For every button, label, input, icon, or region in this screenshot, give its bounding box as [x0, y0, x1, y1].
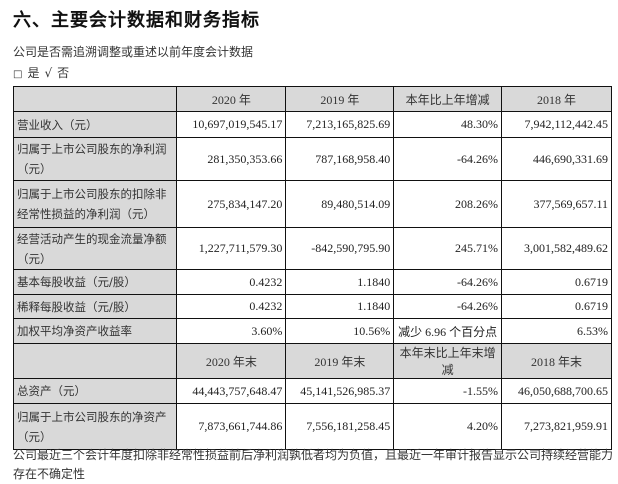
table-row: 归属于上市公司股东的净利润（元） 281,350,353.66 787,168,…: [12, 137, 612, 181]
row-label: 归属于上市公司股东的扣除非经常性损益的净利润（元）: [12, 180, 178, 228]
row-label: 稀释每股收益（元/股）: [12, 294, 178, 319]
cell-2019: 45,141,526,985.37: [285, 378, 395, 404]
option-no: 否: [57, 66, 70, 80]
cell-2020: 1,227,711,579.30: [176, 227, 287, 270]
row-label: 归属于上市公司股东的净资产（元）: [12, 403, 178, 450]
checkmark-icon: √: [44, 66, 53, 80]
cell-2020: 0.4232: [176, 269, 287, 295]
row-label: 经营活动产生的现金流量净额（元）: [12, 227, 178, 270]
restatement-choice: □ 是 √ 否: [13, 64, 74, 81]
header-cell: 本年比上年增减: [393, 86, 503, 112]
cell-2019: 10.56%: [285, 318, 395, 344]
cell-2019: 1.1840: [285, 269, 395, 295]
header-cell: 2018 年末: [501, 343, 612, 379]
cell-2020: 3.60%: [176, 318, 287, 344]
row-label: 加权平均净资产收益率: [12, 318, 178, 344]
cell-change: -1.55%: [393, 378, 503, 404]
cell-change: 245.71%: [393, 227, 503, 270]
row-label: 基本每股收益（元/股）: [12, 269, 178, 295]
header-cell: [12, 343, 178, 379]
option-yes: 是: [27, 66, 40, 80]
cell-2020: 44,443,757,648.47: [176, 378, 287, 404]
row-label: 归属于上市公司股东的净利润（元）: [12, 137, 178, 181]
row-label: 总资产（元）: [12, 378, 178, 404]
cell-2018: 7,942,112,442.45: [501, 111, 612, 138]
cell-2019: 7,213,165,825.69: [285, 111, 395, 138]
cell-2018: 446,690,331.69: [501, 137, 612, 181]
cell-2018: 0.6719: [501, 294, 612, 319]
table-header-2: 2020 年末 2019 年末 本年末比上年末增减 2018 年末: [12, 343, 612, 379]
row-label: 营业收入（元）: [12, 111, 178, 138]
cell-2020: 7,873,661,744.86: [176, 403, 287, 450]
header-cell: 2019 年末: [285, 343, 395, 379]
table-row: 稀释每股收益（元/股） 0.4232 1.1840 -64.26% 0.6719: [12, 294, 612, 319]
table-header: 2020 年 2019 年 本年比上年增减 2018 年: [12, 86, 612, 112]
cell-2018: 377,569,657.11: [501, 180, 612, 228]
table-row: 经营活动产生的现金流量净额（元） 1,227,711,579.30 -842,5…: [12, 227, 612, 270]
table-row: 基本每股收益（元/股） 0.4232 1.1840 -64.26% 0.6719: [12, 269, 612, 295]
cell-2019: 89,480,514.09: [285, 180, 395, 228]
cell-change: -64.26%: [393, 294, 503, 319]
header-cell: 2020 年末: [176, 343, 287, 379]
cell-2019: 787,168,958.40: [285, 137, 395, 181]
cell-2020: 281,350,353.66: [176, 137, 287, 181]
cell-2019: 7,556,181,258.45: [285, 403, 395, 450]
cell-2020: 10,697,019,545.17: [176, 111, 287, 138]
header-cell: [12, 86, 178, 112]
table-row: 营业收入（元） 10,697,019,545.17 7,213,165,825.…: [12, 111, 612, 138]
cell-2019: -842,590,795.90: [285, 227, 395, 270]
restatement-question: 公司是否需追溯调整或重述以前年度会计数据: [13, 45, 254, 59]
cell-2018: 3,001,582,489.62: [501, 227, 612, 270]
cell-2018: 46,050,688,700.65: [501, 378, 612, 404]
table-row: 加权平均净资产收益率 3.60% 10.56% 减少 6.96 个百分点 6.5…: [12, 318, 612, 344]
section-title: 六、主要会计数据和财务指标: [13, 10, 260, 31]
cell-2020: 275,834,147.20: [176, 180, 287, 228]
cell-2018: 7,273,821,959.91: [501, 403, 612, 450]
header-cell: 2020 年: [176, 86, 287, 112]
cell-2018: 0.6719: [501, 269, 612, 295]
cell-change: 减少 6.96 个百分点: [393, 318, 503, 344]
table-row: 归属于上市公司股东的扣除非经常性损益的净利润（元） 275,834,147.20…: [12, 180, 612, 228]
cell-2019: 1.1840: [285, 294, 395, 319]
table-row: 归属于上市公司股东的净资产（元） 7,873,661,744.86 7,556,…: [12, 403, 612, 450]
table-row: 总资产（元） 44,443,757,648.47 45,141,526,985.…: [12, 378, 612, 404]
cell-2020: 0.4232: [176, 294, 287, 319]
cell-change: 48.30%: [393, 111, 503, 138]
cell-2018: 6.53%: [501, 318, 612, 344]
header-cell: 2019 年: [285, 86, 395, 112]
unchecked-box-icon: □: [13, 69, 23, 80]
cell-change: -64.26%: [393, 269, 503, 295]
header-cell: 2018 年: [501, 86, 612, 112]
financial-indicators-table: 2020 年 2019 年 本年比上年增减 2018 年 营业收入（元） 10,…: [12, 86, 612, 450]
going-concern-note: 公司最近三个会计年度扣除非经常性损益前后净利润孰低者均为负值，且最近一年审计报告…: [13, 448, 614, 481]
cell-change: -64.26%: [393, 137, 503, 181]
cell-change: 208.26%: [393, 180, 503, 228]
cell-change: 4.20%: [393, 403, 503, 450]
header-cell: 本年末比上年末增减: [393, 343, 503, 379]
